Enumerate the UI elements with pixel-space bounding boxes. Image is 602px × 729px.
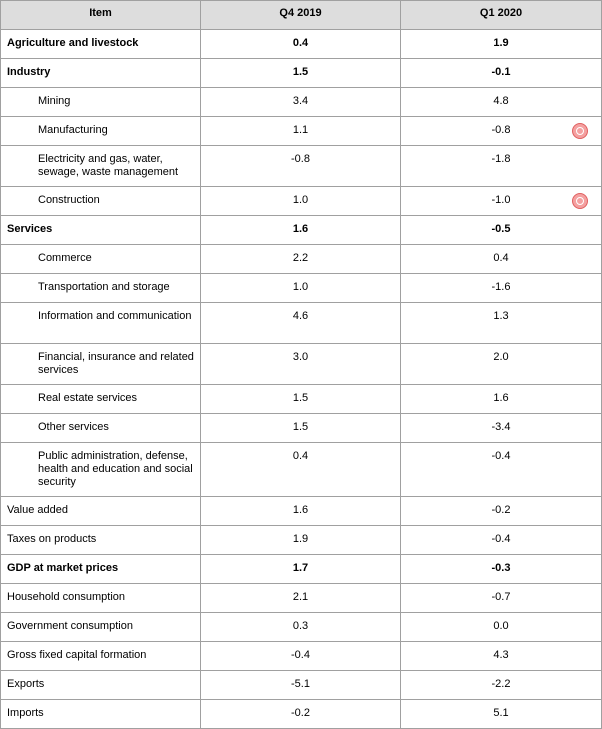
table-row: GDP at market prices 1.7 -0.3 bbox=[0, 554, 602, 584]
table-row: Agriculture and livestock 0.4 1.9 bbox=[0, 29, 602, 59]
q4-value: -5.1 bbox=[200, 670, 401, 700]
table-row: Electricity and gas, water, sewage, wast… bbox=[0, 145, 602, 187]
row-label: Household consumption bbox=[0, 583, 201, 613]
q4-value: 1.5 bbox=[200, 384, 401, 414]
row-label: GDP at market prices bbox=[0, 554, 201, 584]
q1-value: 5.1 bbox=[400, 699, 602, 729]
table-row: Commerce 2.2 0.4 bbox=[0, 244, 602, 274]
q4-value: 0.3 bbox=[200, 612, 401, 642]
header-q1-2020: Q1 2020 bbox=[400, 0, 602, 30]
row-label: Manufacturing bbox=[0, 116, 201, 146]
q4-value: 1.6 bbox=[200, 215, 401, 245]
row-label: Information and communication bbox=[0, 302, 201, 344]
row-label: Real estate services bbox=[0, 384, 201, 414]
table-row: Public administration, defense, health a… bbox=[0, 442, 602, 497]
row-label: Commerce bbox=[0, 244, 201, 274]
q4-value: 1.6 bbox=[200, 496, 401, 526]
q4-value: 3.0 bbox=[200, 343, 401, 385]
row-label: Other services bbox=[0, 413, 201, 443]
q1-value-text: -0.8 bbox=[491, 124, 511, 136]
q4-value: 2.2 bbox=[200, 244, 401, 274]
q1-value: 0.0 bbox=[400, 612, 602, 642]
q1-value: -1.8 bbox=[400, 145, 602, 187]
q1-value: -0.8 bbox=[400, 116, 602, 146]
q4-value: 1.7 bbox=[200, 554, 401, 584]
q1-value: -2.2 bbox=[400, 670, 602, 700]
row-label: Construction bbox=[0, 186, 201, 216]
row-label: Agriculture and livestock bbox=[0, 29, 201, 59]
q1-value: 4.3 bbox=[400, 641, 602, 671]
table-row: Services 1.6 -0.5 bbox=[0, 215, 602, 245]
q4-value: -0.2 bbox=[200, 699, 401, 729]
row-label: Gross fixed capital formation bbox=[0, 641, 201, 671]
table-row: Value added 1.6 -0.2 bbox=[0, 496, 602, 526]
q1-value: -0.7 bbox=[400, 583, 602, 613]
table-row: Household consumption 2.1 -0.7 bbox=[0, 583, 602, 613]
q4-value: 0.4 bbox=[200, 29, 401, 59]
q1-value: 2.0 bbox=[400, 343, 602, 385]
table-row: Taxes on products 1.9 -0.4 bbox=[0, 525, 602, 555]
row-label: Mining bbox=[0, 87, 201, 117]
row-label: Services bbox=[0, 215, 201, 245]
q1-value: -1.0 bbox=[400, 186, 602, 216]
q4-value: 1.1 bbox=[200, 116, 401, 146]
q4-value: 2.1 bbox=[200, 583, 401, 613]
row-label: Financial, insurance and related service… bbox=[0, 343, 201, 385]
q4-value: 4.6 bbox=[200, 302, 401, 344]
q4-value: 1.5 bbox=[200, 413, 401, 443]
row-label: Electricity and gas, water, sewage, wast… bbox=[0, 145, 201, 187]
q1-value: -0.4 bbox=[400, 442, 602, 497]
table-row: Financial, insurance and related service… bbox=[0, 343, 602, 385]
table-row: Exports -5.1 -2.2 bbox=[0, 670, 602, 700]
row-label: Industry bbox=[0, 58, 201, 88]
q1-value: 4.8 bbox=[400, 87, 602, 117]
table-row: Imports -0.2 5.1 bbox=[0, 699, 602, 729]
row-label: Exports bbox=[0, 670, 201, 700]
table-row: Transportation and storage 1.0 -1.6 bbox=[0, 273, 602, 303]
row-label: Transportation and storage bbox=[0, 273, 201, 303]
q4-value: 1.5 bbox=[200, 58, 401, 88]
q1-value: -0.1 bbox=[400, 58, 602, 88]
q4-value: 1.0 bbox=[200, 273, 401, 303]
q4-value: -0.8 bbox=[200, 145, 401, 187]
q1-value-text: -1.0 bbox=[491, 194, 511, 206]
q4-value: 0.4 bbox=[200, 442, 401, 497]
q4-value: 1.9 bbox=[200, 525, 401, 555]
q1-value: -0.5 bbox=[400, 215, 602, 245]
row-label: Public administration, defense, health a… bbox=[0, 442, 201, 497]
table-row: Mining 3.4 4.8 bbox=[0, 87, 602, 117]
q1-value: 1.3 bbox=[400, 302, 602, 344]
q4-value: 1.0 bbox=[200, 186, 401, 216]
table-row: Industry 1.5 -0.1 bbox=[0, 58, 602, 88]
table-row: Other services 1.5 -3.4 bbox=[0, 413, 602, 443]
header-q4-2019: Q4 2019 bbox=[200, 0, 401, 30]
q1-value: -0.3 bbox=[400, 554, 602, 584]
row-label: Government consumption bbox=[0, 612, 201, 642]
q1-value: -0.2 bbox=[400, 496, 602, 526]
table-row: Government consumption 0.3 0.0 bbox=[0, 612, 602, 642]
table-row: Information and communication 4.6 1.3 bbox=[0, 302, 602, 344]
q1-value: 1.9 bbox=[400, 29, 602, 59]
header-item: Item bbox=[0, 0, 201, 30]
q1-value: -0.4 bbox=[400, 525, 602, 555]
table-row: Gross fixed capital formation -0.4 4.3 bbox=[0, 641, 602, 671]
table-row: Real estate services 1.5 1.6 bbox=[0, 384, 602, 414]
q4-value: -0.4 bbox=[200, 641, 401, 671]
q1-value: 1.6 bbox=[400, 384, 602, 414]
row-label: Value added bbox=[0, 496, 201, 526]
table-row: Manufacturing 1.1 -0.8 bbox=[0, 116, 602, 146]
row-label: Imports bbox=[0, 699, 201, 729]
header-row: Item Q4 2019 Q1 2020 bbox=[0, 0, 602, 30]
q1-value: -1.6 bbox=[400, 273, 602, 303]
q1-value: 0.4 bbox=[400, 244, 602, 274]
seal-icon bbox=[572, 123, 588, 139]
seal-icon bbox=[572, 193, 588, 209]
q1-value: -3.4 bbox=[400, 413, 602, 443]
q4-value: 3.4 bbox=[200, 87, 401, 117]
row-label: Taxes on products bbox=[0, 525, 201, 555]
table-row: Construction 1.0 -1.0 bbox=[0, 186, 602, 216]
